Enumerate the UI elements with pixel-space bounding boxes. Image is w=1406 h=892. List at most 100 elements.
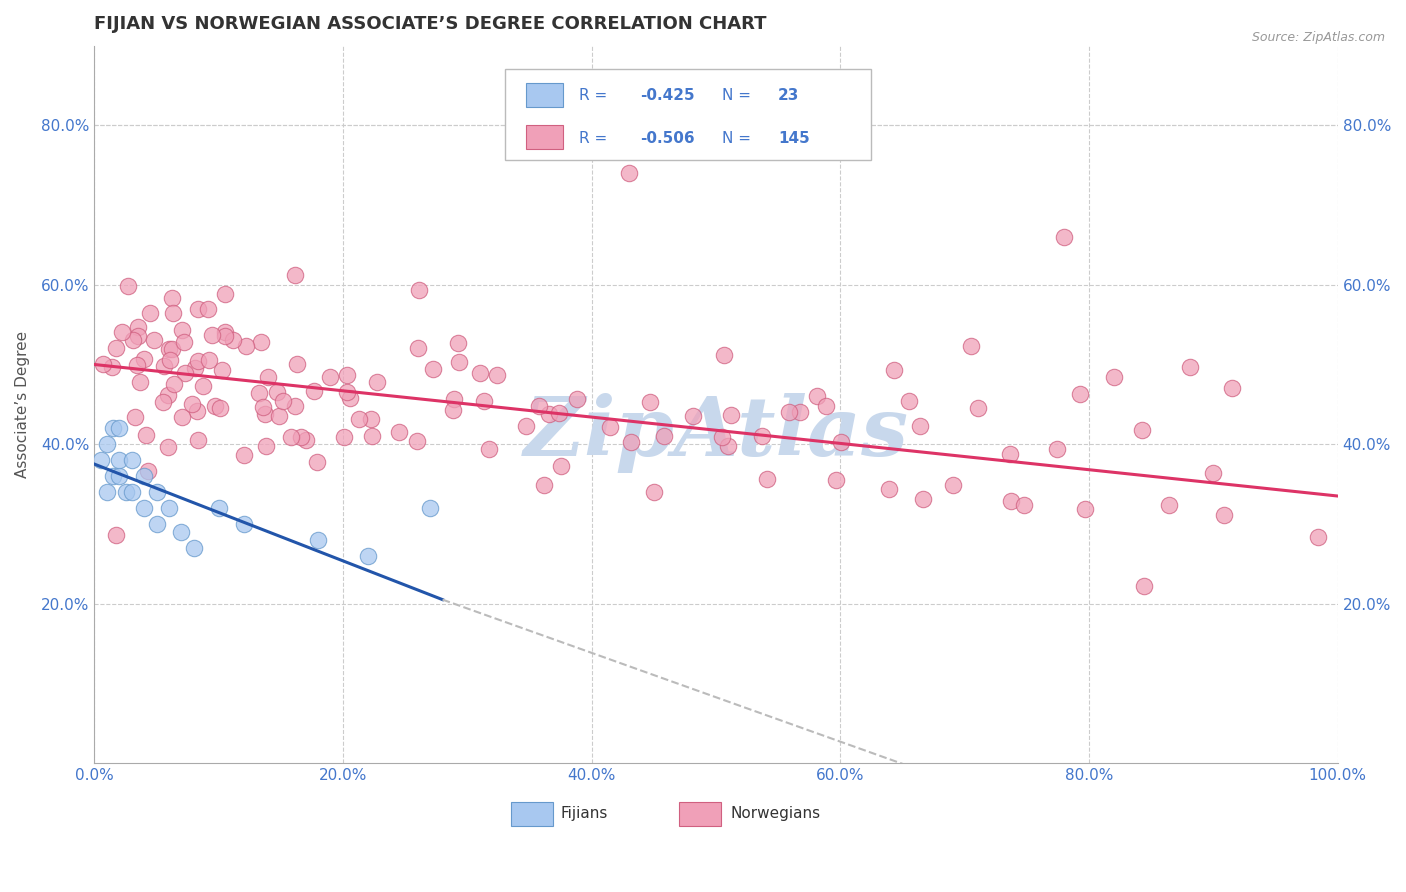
Point xyxy=(307,455,329,469)
Point xyxy=(187,302,209,317)
Point xyxy=(967,401,990,416)
Point xyxy=(468,366,491,380)
Text: 145: 145 xyxy=(778,131,810,145)
Point xyxy=(280,430,302,444)
Point xyxy=(110,325,132,339)
Point xyxy=(284,399,307,413)
Point xyxy=(145,516,167,531)
Point xyxy=(361,429,384,443)
Point xyxy=(883,362,905,376)
Point xyxy=(408,284,430,298)
Point xyxy=(1102,370,1125,384)
Point xyxy=(486,368,509,382)
Point xyxy=(121,453,143,467)
Point xyxy=(136,464,159,478)
Point xyxy=(336,384,359,399)
Point xyxy=(197,301,219,316)
Point xyxy=(336,368,359,383)
Point xyxy=(619,435,641,450)
Point xyxy=(186,404,208,418)
Point xyxy=(388,425,411,439)
Point xyxy=(307,533,329,547)
FancyBboxPatch shape xyxy=(526,83,564,107)
Point xyxy=(90,453,112,467)
Point xyxy=(271,394,294,409)
Point xyxy=(269,409,291,424)
Point xyxy=(184,361,207,376)
Point xyxy=(537,407,560,421)
Point xyxy=(877,482,900,496)
Point xyxy=(347,411,370,425)
Point xyxy=(105,527,128,541)
Text: Fijians: Fijians xyxy=(561,805,607,821)
Text: ZipAtlas: ZipAtlas xyxy=(523,393,908,473)
FancyBboxPatch shape xyxy=(510,802,553,826)
Point xyxy=(247,386,270,401)
Point xyxy=(108,469,131,483)
Point xyxy=(443,392,465,406)
Text: Source: ZipAtlas.com: Source: ZipAtlas.com xyxy=(1251,31,1385,45)
Point xyxy=(910,419,932,434)
Point xyxy=(209,401,232,416)
Text: -0.425: -0.425 xyxy=(640,88,695,103)
Point xyxy=(108,453,131,467)
Point xyxy=(101,469,124,483)
Point xyxy=(187,354,209,368)
Point xyxy=(617,166,640,180)
Point xyxy=(419,500,441,515)
Point xyxy=(211,363,233,377)
Point xyxy=(304,384,326,398)
Point xyxy=(101,421,124,435)
FancyBboxPatch shape xyxy=(679,802,721,826)
Point xyxy=(134,469,156,483)
Point xyxy=(121,485,143,500)
Point xyxy=(128,376,150,390)
Text: Norwegians: Norwegians xyxy=(731,805,821,821)
Point xyxy=(366,376,388,390)
Point xyxy=(117,278,139,293)
Point xyxy=(1178,359,1201,374)
Point xyxy=(160,342,183,356)
Point xyxy=(254,407,277,421)
Point xyxy=(222,334,245,348)
Point xyxy=(134,352,156,367)
Point xyxy=(208,500,231,515)
Point xyxy=(515,419,537,434)
Point xyxy=(135,427,157,442)
Point xyxy=(290,430,312,444)
Point xyxy=(142,333,165,347)
Y-axis label: Associate’s Degree: Associate’s Degree xyxy=(15,331,30,478)
Point xyxy=(1132,578,1154,592)
Point xyxy=(720,408,742,422)
Point xyxy=(96,437,118,451)
Point xyxy=(357,549,380,563)
Point xyxy=(1053,230,1076,244)
Point xyxy=(162,305,184,319)
Point xyxy=(547,406,569,420)
Text: R =: R = xyxy=(579,131,613,145)
Point xyxy=(789,405,811,419)
Point xyxy=(527,400,550,414)
Point xyxy=(157,500,180,515)
Point xyxy=(711,429,734,443)
Text: -0.506: -0.506 xyxy=(640,131,695,145)
Point xyxy=(127,359,149,373)
Point xyxy=(533,478,555,492)
Point xyxy=(163,376,186,391)
Text: N =: N = xyxy=(723,88,756,103)
Point xyxy=(638,395,661,409)
Point xyxy=(187,433,209,447)
Point xyxy=(959,338,981,352)
Point xyxy=(447,336,470,351)
Text: 23: 23 xyxy=(778,88,800,103)
Point xyxy=(447,355,470,369)
Text: FIJIAN VS NORWEGIAN ASSOCIATE’S DEGREE CORRELATION CHART: FIJIAN VS NORWEGIAN ASSOCIATE’S DEGREE C… xyxy=(94,15,766,33)
Point xyxy=(214,286,236,301)
Point xyxy=(332,430,354,444)
Point xyxy=(156,388,179,402)
FancyBboxPatch shape xyxy=(526,125,564,149)
Point xyxy=(152,359,174,373)
Point xyxy=(599,420,621,434)
Text: R =: R = xyxy=(579,88,613,103)
Point xyxy=(825,473,848,487)
